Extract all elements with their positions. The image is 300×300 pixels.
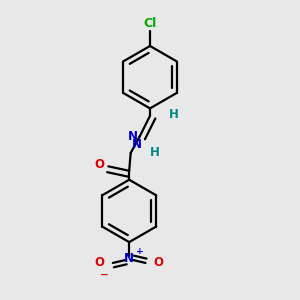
Text: O: O	[95, 158, 105, 171]
Text: −: −	[100, 269, 108, 280]
Text: N: N	[128, 130, 138, 143]
Text: N: N	[132, 139, 142, 152]
Text: Cl: Cl	[143, 16, 157, 30]
Text: O: O	[154, 256, 164, 269]
Text: H: H	[169, 108, 179, 121]
Text: H: H	[150, 146, 160, 160]
Text: O: O	[94, 256, 104, 269]
Text: N: N	[124, 252, 134, 265]
Text: +: +	[136, 248, 143, 256]
